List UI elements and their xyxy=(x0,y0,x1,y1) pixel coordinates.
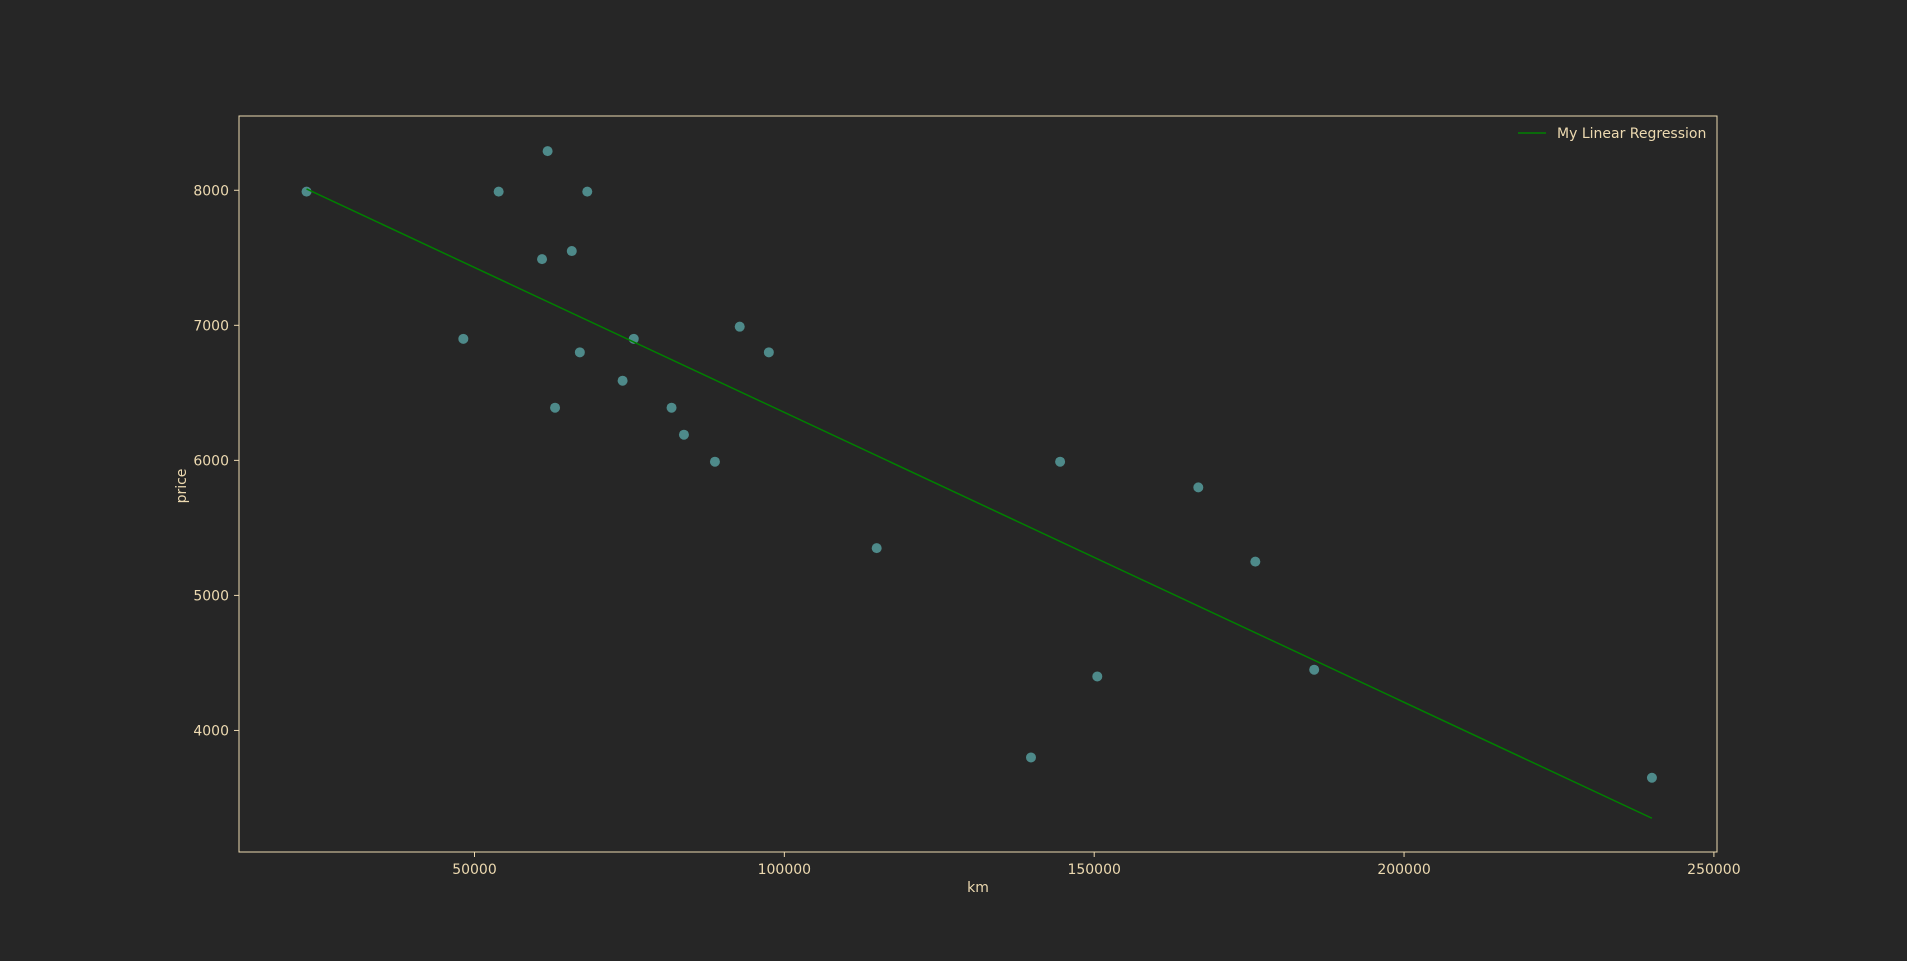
y-tick-label: 7000 xyxy=(193,318,229,334)
y-axis-label: price xyxy=(174,469,190,504)
data-point xyxy=(1193,482,1204,493)
data-point xyxy=(1025,752,1036,763)
data-point xyxy=(678,429,689,440)
data-point xyxy=(542,146,553,157)
data-point xyxy=(666,402,677,413)
data-point xyxy=(550,402,561,413)
data-point xyxy=(582,186,593,197)
data-point xyxy=(734,321,745,332)
y-axis: 4000 5000 6000 7000 8000 xyxy=(193,183,239,739)
data-point xyxy=(1309,664,1320,675)
data-point xyxy=(301,186,312,197)
data-point xyxy=(458,333,469,344)
x-tick-label: 50000 xyxy=(452,862,497,878)
data-point xyxy=(617,375,628,386)
legend: My Linear Regression xyxy=(1518,126,1706,142)
data-point xyxy=(1646,772,1657,783)
data-point xyxy=(574,347,585,358)
data-point xyxy=(763,347,774,358)
regression-line xyxy=(306,188,1653,819)
data-point xyxy=(537,254,548,265)
plot-area xyxy=(238,115,1718,853)
y-tick-label: 4000 xyxy=(193,723,229,739)
data-point xyxy=(566,246,577,257)
data-point xyxy=(1250,556,1261,567)
data-point xyxy=(709,456,720,467)
data-point xyxy=(871,543,882,554)
x-tick-label: 200000 xyxy=(1377,862,1430,878)
data-point xyxy=(493,186,504,197)
x-axis-label: km xyxy=(967,880,989,896)
data-point xyxy=(1092,671,1103,682)
x-tick-label: 100000 xyxy=(758,862,811,878)
y-tick-label: 8000 xyxy=(193,183,229,199)
series-layer xyxy=(301,146,1657,819)
x-tick-label: 250000 xyxy=(1687,862,1740,878)
y-tick-label: 5000 xyxy=(193,588,229,604)
x-tick-label: 150000 xyxy=(1067,862,1120,878)
legend-label: My Linear Regression xyxy=(1557,126,1706,142)
x-axis: 50000 100000 150000 200000 250000 xyxy=(452,852,1741,878)
y-tick-label: 6000 xyxy=(193,453,229,469)
data-point xyxy=(1055,456,1066,467)
